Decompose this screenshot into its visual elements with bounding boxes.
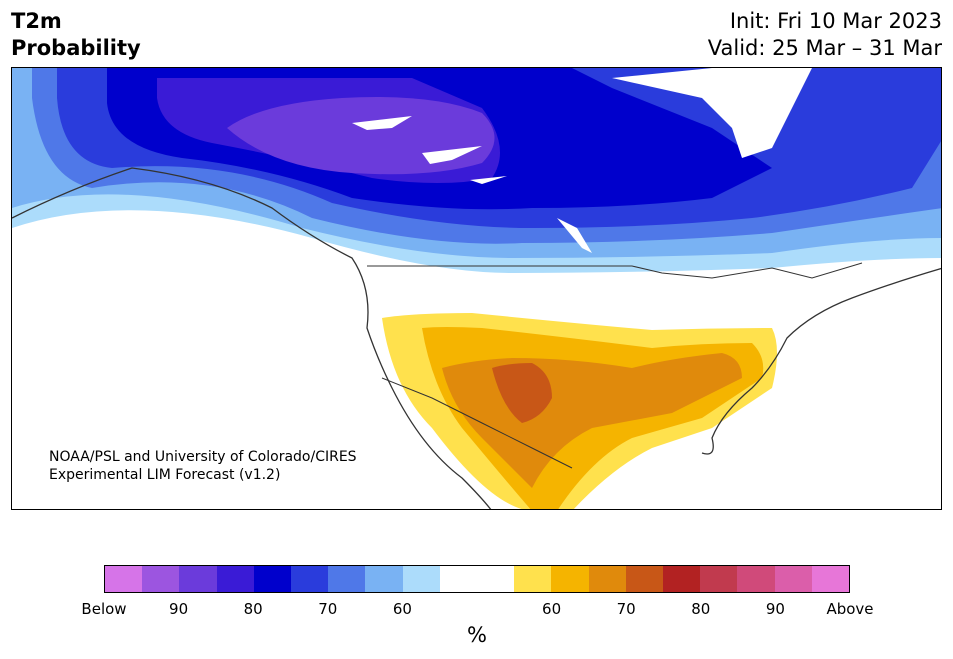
- colorbar-cell: [811, 566, 850, 592]
- credit-line-1: NOAA/PSL and University of Colorado/CIRE…: [49, 449, 357, 465]
- colorbar-tick-label: 90: [169, 600, 189, 618]
- colorbar-cell: [365, 566, 403, 592]
- colorbar-cell: [551, 566, 589, 592]
- lake-2: [557, 218, 592, 253]
- bay-shape-1: [352, 116, 412, 130]
- valid-date: Valid: 25 Mar – 31 Mar: [707, 36, 942, 60]
- border-us-mexico: [381, 377, 573, 469]
- colorbar-cell: [402, 566, 440, 592]
- colorbar-cell: [216, 566, 254, 592]
- colorbar-cell: [105, 566, 143, 592]
- colorbar-cell: [291, 566, 329, 592]
- hudson-bay-region: [612, 68, 812, 158]
- colorbar-cell: [588, 566, 626, 592]
- bay-shape-2: [422, 146, 482, 164]
- colorbar-unit-label: %: [467, 623, 487, 647]
- map-title: T2m Probability: [11, 8, 141, 62]
- band-orange-75: [492, 363, 552, 423]
- title-line-1: T2m: [11, 9, 62, 33]
- colorbar-cell: [142, 566, 180, 592]
- map-canvas: [12, 68, 941, 509]
- colorbar-tick-label: Below: [81, 600, 127, 618]
- colorbar-cell: [663, 566, 701, 592]
- colorbar-tick-label: 80: [243, 600, 263, 618]
- coastline-west: [12, 167, 492, 509]
- colorbar-tick-label: 80: [691, 600, 711, 618]
- colorbar-cell: [439, 566, 478, 592]
- colorbar-tick-label: 70: [318, 600, 338, 618]
- colorbar-cell: [625, 566, 664, 592]
- colorbar-tick-label: Above: [826, 600, 874, 618]
- init-date: Init: Fri 10 Mar 2023: [729, 9, 942, 33]
- colorbar: [104, 565, 850, 593]
- colorbar-tick-label: 90: [765, 600, 785, 618]
- credit-text: NOAA/PSL and University of Colorado/CIRE…: [49, 448, 357, 484]
- coastline-east: [701, 267, 941, 455]
- credit-line-2: Experimental LIM Forecast (v1.2): [49, 467, 281, 483]
- colorbar-cell: [514, 566, 552, 592]
- colorbar-tick-label: 70: [616, 600, 636, 618]
- colorbar-cell: [700, 566, 738, 592]
- colorbar-cell: [253, 566, 292, 592]
- date-info: Init: Fri 10 Mar 2023 Valid: 25 Mar – 31…: [708, 8, 942, 62]
- colorbar-cell: [179, 566, 217, 592]
- lake-1: [470, 176, 507, 184]
- colorbar-cell: [328, 566, 366, 592]
- colorbar-cell: [774, 566, 812, 592]
- border-us-canada: [367, 262, 863, 279]
- colorbar-tick-label: 60: [542, 600, 562, 618]
- colorbar-cell: [477, 566, 515, 592]
- colorbar-tick-label: 60: [392, 600, 412, 618]
- colorbar-cell: [737, 566, 775, 592]
- title-line-2: Probability: [11, 36, 141, 60]
- probability-map: [11, 67, 942, 510]
